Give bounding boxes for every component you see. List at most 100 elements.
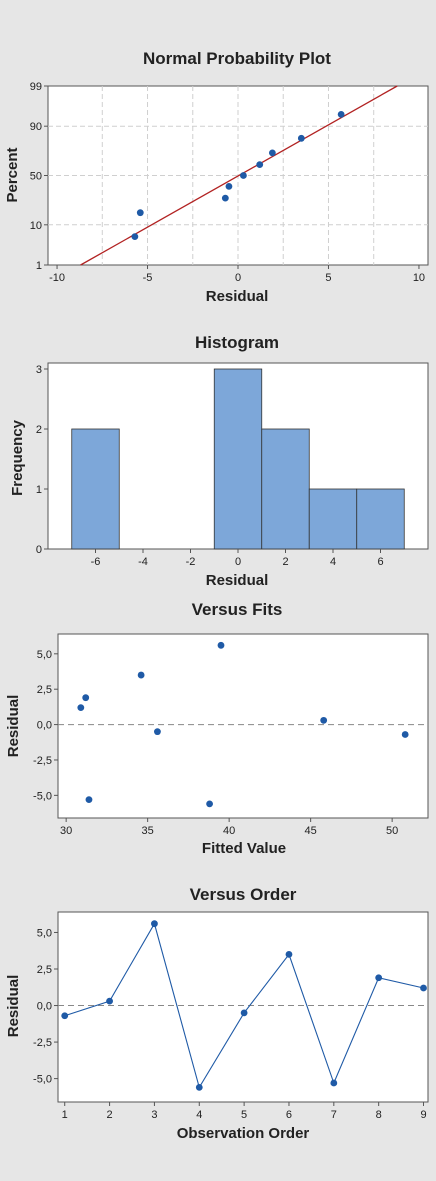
- y-tick-label: 1: [36, 260, 42, 272]
- y-axis-label: Percent: [4, 147, 21, 202]
- y-tick-label: 10: [30, 220, 42, 232]
- data-point: [106, 997, 113, 1005]
- data-point: [375, 974, 383, 982]
- data-point: [330, 1079, 338, 1087]
- data-point: [85, 796, 93, 803]
- data-point: [151, 920, 158, 928]
- data-point: [61, 1012, 69, 1020]
- x-tick-label: 30: [60, 825, 72, 837]
- x-tick-label: 10: [413, 272, 425, 284]
- histogram-bar: [261, 428, 310, 550]
- y-tick-label: 2: [36, 424, 42, 436]
- data-point: [420, 984, 427, 992]
- x-tick-label: 6: [377, 556, 383, 568]
- x-tick-label: 9: [420, 1109, 426, 1121]
- histogram-bar: [356, 488, 405, 550]
- x-axis-label: Residual: [206, 288, 269, 305]
- x-tick-labels: -10 -5 0 5 10: [49, 265, 425, 284]
- data-point: [256, 161, 264, 169]
- data-point: [195, 1083, 203, 1091]
- y-tick-labels: 0 1 2 3: [36, 364, 48, 556]
- histogram-bar: [71, 428, 120, 550]
- versus-fits-panel: Versus Fits 30 35 40 45 50 5,0 2,5 0,0 -2,5 -5,0…: [5, 600, 429, 857]
- x-tick-label: -6: [91, 556, 101, 568]
- data-point: [401, 731, 409, 738]
- y-tick-label: -5,0: [33, 790, 52, 802]
- x-tick-label: 8: [376, 1109, 382, 1121]
- data-point: [136, 209, 144, 217]
- x-tick-label: 4: [196, 1109, 202, 1121]
- histogram-bar: [213, 368, 263, 550]
- data-point: [268, 149, 276, 157]
- y-tick-label: 1: [36, 484, 42, 496]
- data-point: [221, 194, 229, 202]
- chart-title: Normal Probability Plot: [143, 49, 331, 68]
- data-points: [131, 110, 345, 241]
- y-axis-label: Residual: [5, 695, 22, 758]
- histogram-panel: Histogram -6 -4 -2 0 2 4 6 0 1 2 3 Residual Frequ…: [9, 333, 429, 589]
- x-tick-labels: 1 2 3 4 5 6 7 8 9: [62, 1102, 427, 1121]
- data-point: [154, 728, 161, 736]
- y-tick-label: -2,5: [33, 755, 52, 767]
- y-tick-label: 3: [36, 364, 42, 376]
- x-tick-label: 45: [305, 825, 317, 837]
- y-axis-label: Frequency: [9, 419, 26, 496]
- y-tick-label: 0,0: [37, 720, 52, 732]
- x-tick-label: 35: [142, 825, 154, 837]
- y-tick-label: 5,0: [37, 927, 52, 939]
- versus-order-panel: Versus Order 1 2 3 4 5 6 7 8 9 5,0 2,5 0,0 -2,5 -5,0…: [5, 885, 429, 1142]
- y-axis-label: Residual: [5, 975, 22, 1038]
- data-point: [131, 233, 139, 241]
- chart-title: Versus Fits: [192, 600, 283, 619]
- data-points: [61, 920, 427, 1091]
- y-tick-label: 90: [30, 121, 42, 133]
- y-tick-label: 50: [30, 171, 42, 183]
- data-point: [225, 182, 233, 190]
- data-point: [82, 694, 90, 702]
- data-point: [240, 172, 247, 179]
- y-tick-labels: 5,0 2,5 0,0 -2,5 -5,0: [33, 649, 58, 802]
- x-tick-labels: -6 -4 -2 0 2 4 6: [91, 549, 384, 568]
- plot-area: [57, 633, 429, 819]
- x-tick-label: 6: [286, 1109, 292, 1121]
- x-tick-label: 1: [62, 1109, 68, 1121]
- chart-title: Versus Order: [190, 885, 297, 904]
- x-tick-label: 3: [151, 1109, 157, 1121]
- y-tick-label: -2,5: [33, 1037, 52, 1049]
- data-point: [297, 134, 305, 142]
- data-point: [217, 641, 225, 649]
- x-tick-label: 0: [235, 272, 241, 284]
- x-tick-label: -4: [138, 556, 148, 568]
- x-axis-label: Fitted Value: [202, 840, 286, 857]
- y-tick-labels: 5,0 2,5 0,0 -2,5 -5,0: [33, 927, 58, 1086]
- y-tick-label: 2,5: [37, 684, 52, 696]
- data-point: [137, 671, 145, 679]
- plot-area: [57, 911, 429, 1103]
- x-axis-label: Residual: [206, 572, 269, 589]
- x-tick-label: 0: [235, 556, 241, 568]
- x-tick-label: 5: [325, 272, 331, 284]
- y-tick-label: 99: [30, 81, 42, 93]
- x-tick-label: 5: [241, 1109, 247, 1121]
- histogram-bar: [308, 488, 358, 550]
- y-tick-label: -5,0: [33, 1074, 52, 1086]
- normal-probability-panel: Normal Probability Plot -10 -5 0 5 10 1 10 50 9…: [4, 49, 429, 305]
- x-tick-label: 40: [223, 825, 235, 837]
- histogram-bars: [71, 368, 405, 550]
- y-tick-labels: 1 10 50 90 99: [30, 81, 48, 272]
- data-point: [240, 1009, 248, 1017]
- x-tick-labels: 30 35 40 45 50: [60, 818, 398, 837]
- y-tick-label: 0: [36, 544, 42, 556]
- y-tick-label: 5,0: [37, 649, 52, 661]
- x-tick-label: 2: [107, 1109, 113, 1121]
- y-tick-label: 2,5: [37, 964, 52, 976]
- x-tick-label: 2: [282, 556, 288, 568]
- x-axis-label: Observation Order: [177, 1125, 310, 1142]
- x-tick-label: -2: [186, 556, 196, 568]
- y-tick-label: 0,0: [37, 1001, 52, 1013]
- data-points: [77, 641, 409, 808]
- x-tick-label: 7: [331, 1109, 337, 1121]
- x-tick-label: -10: [49, 272, 65, 284]
- x-tick-label: -5: [143, 272, 153, 284]
